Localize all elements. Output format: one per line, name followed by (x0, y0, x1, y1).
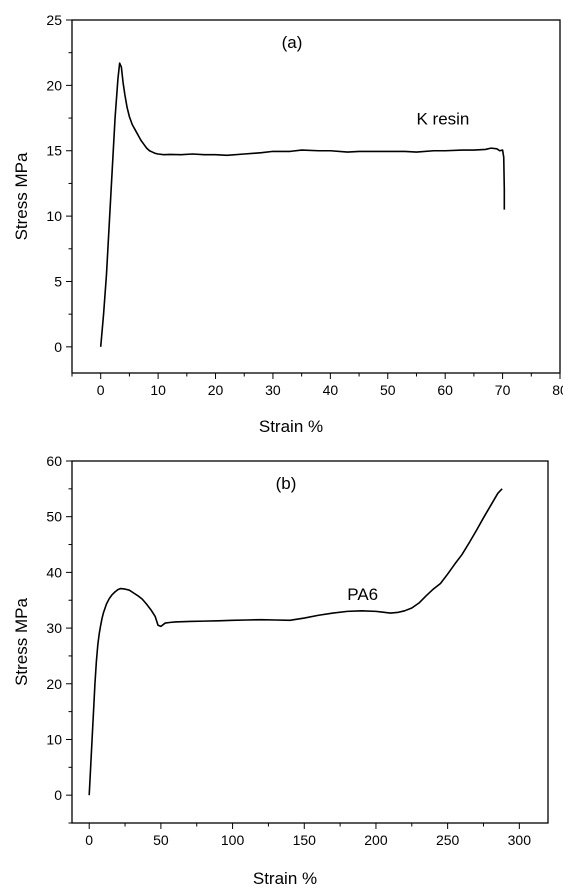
plot-frame (71, 460, 549, 824)
x-tick-label: 0 (85, 832, 93, 848)
y-axis-title: Stress MPa (12, 598, 31, 686)
y-tick-label: 10 (46, 731, 62, 747)
x-tick-label: 300 (508, 832, 532, 848)
y-tick-label: 15 (46, 143, 62, 159)
x-tick-label: 20 (208, 382, 224, 398)
x-tick-label: 150 (293, 832, 317, 848)
panel-label-a: (a) (282, 33, 303, 52)
series-line-pa6 (88, 488, 503, 796)
x-tick-label: 40 (323, 382, 339, 398)
y-tick-label: 0 (54, 339, 62, 355)
panel-label-b: (b) (276, 474, 297, 493)
x-tick-label: 50 (380, 382, 396, 398)
chart-panel-b: 0 50 100 150 200 250 300 0 10 20 30 40 50 60 Strain % S… (12, 453, 549, 888)
x-axis-title: Strain % (253, 869, 317, 888)
x-tick-label: 10 (150, 382, 166, 398)
x-tick-label: 50 (153, 832, 169, 848)
y-tick-label: 40 (46, 564, 62, 580)
x-tick-label: 200 (364, 832, 388, 848)
y-tick-label: 60 (46, 453, 62, 469)
y-tick-label: 5 (54, 273, 62, 289)
x-tick-label: 70 (495, 382, 511, 398)
y-tick-label: 0 (54, 787, 62, 803)
x-tick-label: 250 (436, 832, 460, 848)
y-tick-label: 50 (46, 509, 62, 525)
x-tick-label: 60 (437, 382, 453, 398)
plot-frame (71, 19, 561, 374)
y-tick-label: 10 (46, 208, 62, 224)
chart-panel-a: 0 10 20 30 40 50 60 70 80 0 5 10 15 20 25 Strain % Stres… (12, 12, 563, 436)
series-annotation: K resin (416, 110, 469, 129)
x-tick-label: 0 (97, 382, 105, 398)
x-tick-label: 30 (265, 382, 281, 398)
y-tick-label: 20 (46, 676, 62, 692)
y-tick-label: 25 (46, 12, 62, 28)
series-line-k-resin (99, 62, 506, 347)
x-tick-label: 100 (221, 832, 245, 848)
x-axis-title: Strain % (259, 417, 323, 436)
y-axis-title: Stress MPa (12, 152, 31, 240)
series-annotation: PA6 (347, 585, 378, 604)
y-tick-label: 30 (46, 620, 62, 636)
x-tick-label: 80 (552, 382, 563, 398)
y-tick-label: 20 (46, 77, 62, 93)
